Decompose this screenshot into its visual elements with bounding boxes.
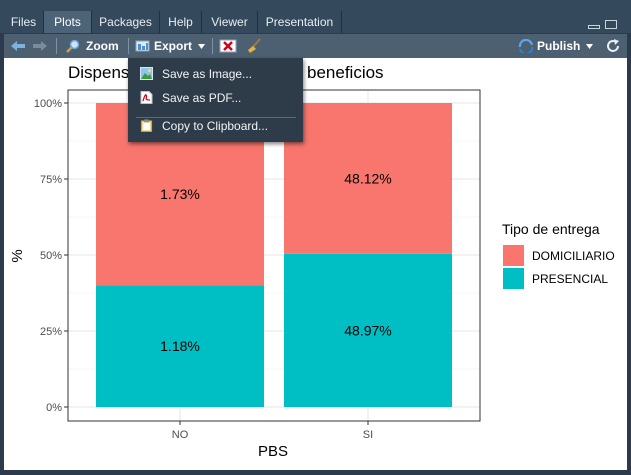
toolbar-separator <box>56 38 57 54</box>
save-as-pdf-menu-item[interactable]: Save as PDF... <box>128 86 303 110</box>
bar-presencial-si <box>284 253 452 407</box>
broom-clear-all-icon[interactable] <box>246 38 262 54</box>
export-icon <box>135 40 150 52</box>
chart-title-left: Dispens <box>68 63 129 82</box>
bar-label-domiciliario-si: 48.12% <box>344 170 391 186</box>
bar-domiciliario-si <box>284 103 452 254</box>
export-button[interactable]: Export <box>154 39 193 53</box>
plot-viewer: Dispens beneficios 1.18% 1.73% 48.97% 48.12… <box>4 58 627 470</box>
toolbar-separator <box>128 38 129 54</box>
legend-label-domiciliario: DOMICILIARIO <box>532 249 615 263</box>
toolbar-separator <box>212 38 213 54</box>
forward-arrow-icon[interactable] <box>32 40 48 52</box>
zoom-icon <box>66 39 80 53</box>
copy-to-clipboard-menu-item[interactable]: Copy to Clipboard... <box>128 114 303 138</box>
tab-viewer[interactable]: Viewer <box>202 11 258 33</box>
chevron-down-icon[interactable] <box>586 44 593 49</box>
chart-title-right: beneficios <box>307 63 384 82</box>
legend-label-presencial: PRESENCIAL <box>532 272 608 286</box>
x-tick-label: NO <box>172 429 189 441</box>
legend-key-presencial <box>503 268 524 289</box>
remove-plot-icon[interactable] <box>219 39 237 53</box>
y-tick-label: 100% <box>34 98 62 110</box>
tab-files[interactable]: Files <box>4 11 44 33</box>
pdf-icon <box>140 91 153 104</box>
pane-tab-bar: Files Plots Packages Help Viewer Present… <box>0 0 631 33</box>
export-dropdown-menu: Save as Image... Save as PDF... Copy to … <box>128 58 303 142</box>
maximize-pane-icon[interactable] <box>605 20 617 29</box>
bar-labels: 1.18% 1.73% 48.97% 48.12% <box>160 170 392 354</box>
save-as-image-menu-item[interactable]: Save as Image... <box>128 62 303 86</box>
legend-title: Tipo de entrega <box>502 221 600 237</box>
bar-label-presencial-si: 48.97% <box>344 322 391 338</box>
y-tick-label: 50% <box>40 250 62 262</box>
tab-packages[interactable]: Packages <box>92 11 160 33</box>
refresh-icon[interactable] <box>605 38 621 54</box>
x-axis: NO SI <box>172 421 373 441</box>
x-axis-title: PBS <box>258 443 288 460</box>
chevron-down-icon[interactable] <box>198 44 205 49</box>
stacked-bar-chart: Dispens beneficios 1.18% 1.73% 48.97% 48.12… <box>9 63 615 460</box>
x-tick-label: SI <box>363 429 373 441</box>
legend-key-domiciliario <box>503 245 524 266</box>
y-tick-label: 75% <box>40 174 62 186</box>
tab-help[interactable]: Help <box>160 11 202 33</box>
zoom-button[interactable]: Zoom <box>86 39 119 53</box>
y-tick-label: 25% <box>40 326 62 338</box>
clipboard-icon <box>140 119 153 132</box>
minimize-pane-icon[interactable] <box>588 25 600 29</box>
bar-presencial-no <box>96 285 264 407</box>
y-tick-label: 0% <box>46 402 62 414</box>
bar-label-domiciliario-no: 1.73% <box>160 186 200 202</box>
y-axis-title: % <box>9 249 26 262</box>
tab-presentation[interactable]: Presentation <box>258 11 342 33</box>
publish-icon <box>518 39 534 53</box>
legend: Tipo de entrega DOMICILIARIO PRESENCIAL <box>502 221 615 289</box>
tab-plots[interactable]: Plots <box>44 11 92 33</box>
menu-separator <box>136 117 296 118</box>
image-icon <box>140 67 153 80</box>
y-axis: 0% 25% 50% 75% 100% <box>34 98 68 414</box>
bar-label-presencial-no: 1.18% <box>160 338 200 354</box>
back-arrow-icon[interactable] <box>10 40 26 52</box>
plots-toolbar: Zoom Export Publish <box>4 34 627 58</box>
publish-button[interactable]: Publish <box>537 39 581 53</box>
